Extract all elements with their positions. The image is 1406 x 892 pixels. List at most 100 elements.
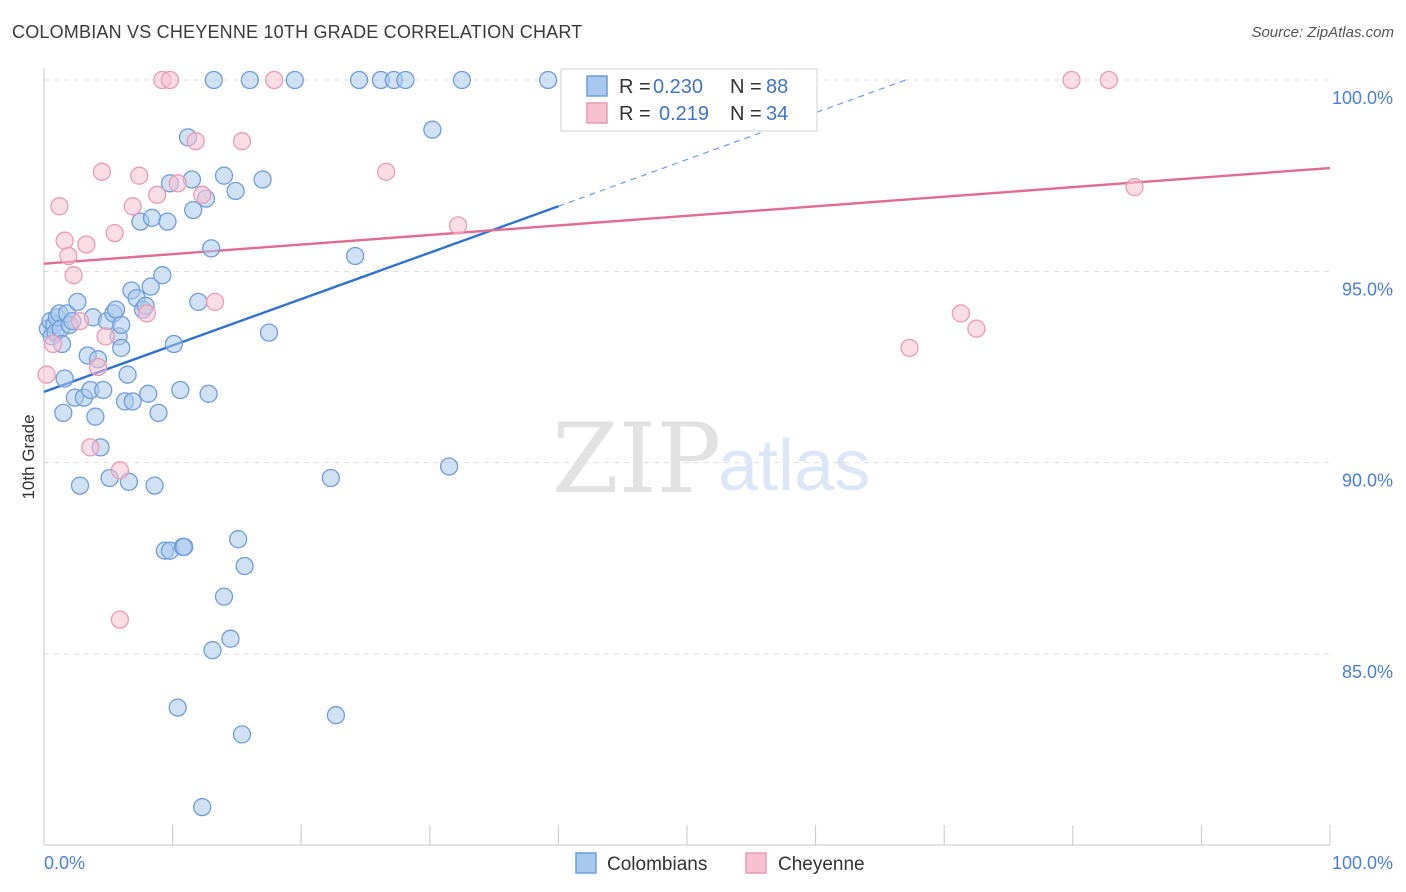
colombians-point: [142, 208, 162, 227]
cheyenne-point: [50, 197, 69, 216]
y-axis-label: 10th Grade: [19, 414, 38, 499]
cheyenne-point: [160, 70, 180, 90]
colombians-point: [55, 369, 74, 388]
colombians-point: [141, 277, 160, 296]
cheyenne-point: [1062, 70, 1081, 90]
colombians-point: [538, 70, 558, 90]
colombians-point: [164, 334, 184, 354]
colombians-point: [423, 120, 442, 139]
legend-swatch-cheyenne: [586, 102, 608, 124]
colombians-point: [86, 407, 105, 426]
cheyenne-point: [123, 197, 142, 216]
x-tick-label: 100.0%: [1332, 853, 1393, 873]
colombians-point: [184, 200, 203, 220]
cheyenne-point: [92, 162, 112, 181]
colombians-point: [253, 170, 272, 189]
cheyenne-point: [448, 216, 468, 235]
colombians-point: [232, 725, 252, 744]
colombians-point: [139, 384, 158, 403]
legend-n-value-colombians: 88: [766, 76, 788, 98]
colombians-point: [326, 706, 346, 725]
colombians-point: [199, 384, 218, 403]
legend-r-value-colombians: 0.230: [653, 76, 703, 98]
points-layer: [37, 70, 1144, 817]
trend-layer: [43, 79, 1331, 394]
y-tick-label: 85.0%: [1342, 662, 1393, 682]
y-tick-label: 90.0%: [1342, 471, 1393, 491]
cheyenne-point: [1099, 70, 1118, 90]
cheyenne-point: [205, 292, 225, 312]
cheyenne-point: [951, 304, 971, 323]
cheyenne-point: [64, 266, 83, 285]
cheyenne-point: [967, 319, 986, 338]
cheyenne-point: [193, 185, 212, 204]
colombians-point: [259, 323, 279, 342]
colombians-point: [221, 629, 240, 648]
legend-swatch-colombians: [586, 75, 608, 97]
colombians-point: [175, 537, 194, 557]
colombians-point: [189, 292, 208, 312]
colombians-point: [439, 457, 459, 476]
series-legend-label-colombians: Colombians: [607, 854, 707, 875]
cheyenne-point: [110, 610, 130, 629]
colombians-point: [452, 70, 472, 90]
cheyenne-point: [148, 185, 167, 204]
colombians-point: [204, 70, 223, 90]
cheyenne-point: [96, 327, 115, 346]
watermark-zip: ZIP: [552, 403, 721, 515]
colombians-point: [202, 239, 221, 258]
y-tick-label: 100.0%: [1332, 88, 1393, 108]
cheyenne-point: [59, 246, 78, 266]
colombians-point: [193, 797, 212, 817]
colombians-point: [54, 403, 73, 423]
colombians-point: [203, 641, 222, 660]
source-credit: Source: ZipAtlas.com: [1251, 24, 1394, 41]
cheyenne-point: [88, 357, 108, 377]
series-legend-label-cheyenne: Cheyenne: [778, 854, 865, 875]
colombians-point: [149, 403, 168, 423]
colombians-point: [70, 476, 90, 495]
colombians-trend-line: [43, 205, 559, 394]
colombians-point: [106, 300, 126, 319]
colombians-point: [285, 70, 304, 90]
cheyenne-point: [137, 304, 157, 323]
colombians-point: [214, 166, 234, 185]
colombians-point: [94, 380, 113, 400]
colombians-point: [112, 338, 131, 358]
watermark-atlas: atlas: [718, 426, 870, 506]
colombians-point: [145, 476, 164, 495]
colombians-point: [123, 392, 142, 411]
legend-r-value-cheyenne: 0.219: [659, 103, 709, 125]
legend-n-label-colombians: N =: [730, 76, 762, 98]
colombians-point: [396, 70, 415, 90]
x-tick-label: 0.0%: [44, 853, 85, 873]
stats-legend: R = 0.230 N = 88 R = 0.219 N = 34: [560, 68, 818, 132]
y-tick-label: 95.0%: [1342, 279, 1393, 299]
colombians-point: [68, 292, 87, 312]
colombians-point: [321, 468, 340, 488]
cheyenne-point: [1125, 177, 1144, 197]
cheyenne-point: [110, 461, 130, 480]
chart-title: COLOMBIAN VS CHEYENNE 10TH GRADE CORRELA…: [12, 22, 583, 42]
cheyenne-point: [105, 223, 124, 243]
colombians-point: [112, 315, 131, 335]
cheyenne-point: [81, 438, 100, 457]
cheyenne-point: [376, 162, 396, 181]
cheyenne-trend-line: [43, 166, 1331, 265]
legend-r-label-colombians: R =: [619, 76, 651, 98]
cheyenne-point: [232, 132, 252, 151]
colombians-point: [171, 380, 190, 400]
cheyenne-point: [55, 231, 74, 250]
cheyenne-point: [43, 334, 63, 354]
cheyenne-point: [186, 132, 205, 151]
colombians-point: [235, 556, 254, 576]
cheyenne-point: [265, 70, 284, 90]
legend-n-value-cheyenne: 34: [766, 103, 788, 125]
colombians-point: [153, 266, 172, 285]
colombians-point: [349, 70, 369, 90]
cheyenne-point: [900, 338, 919, 358]
colombians-point: [168, 698, 187, 717]
label-layer: 85.0% 90.0% 95.0% 100.0% 0.0% 100.0% 10th Grad…: [19, 88, 1393, 873]
cheyenne-point: [168, 174, 187, 193]
